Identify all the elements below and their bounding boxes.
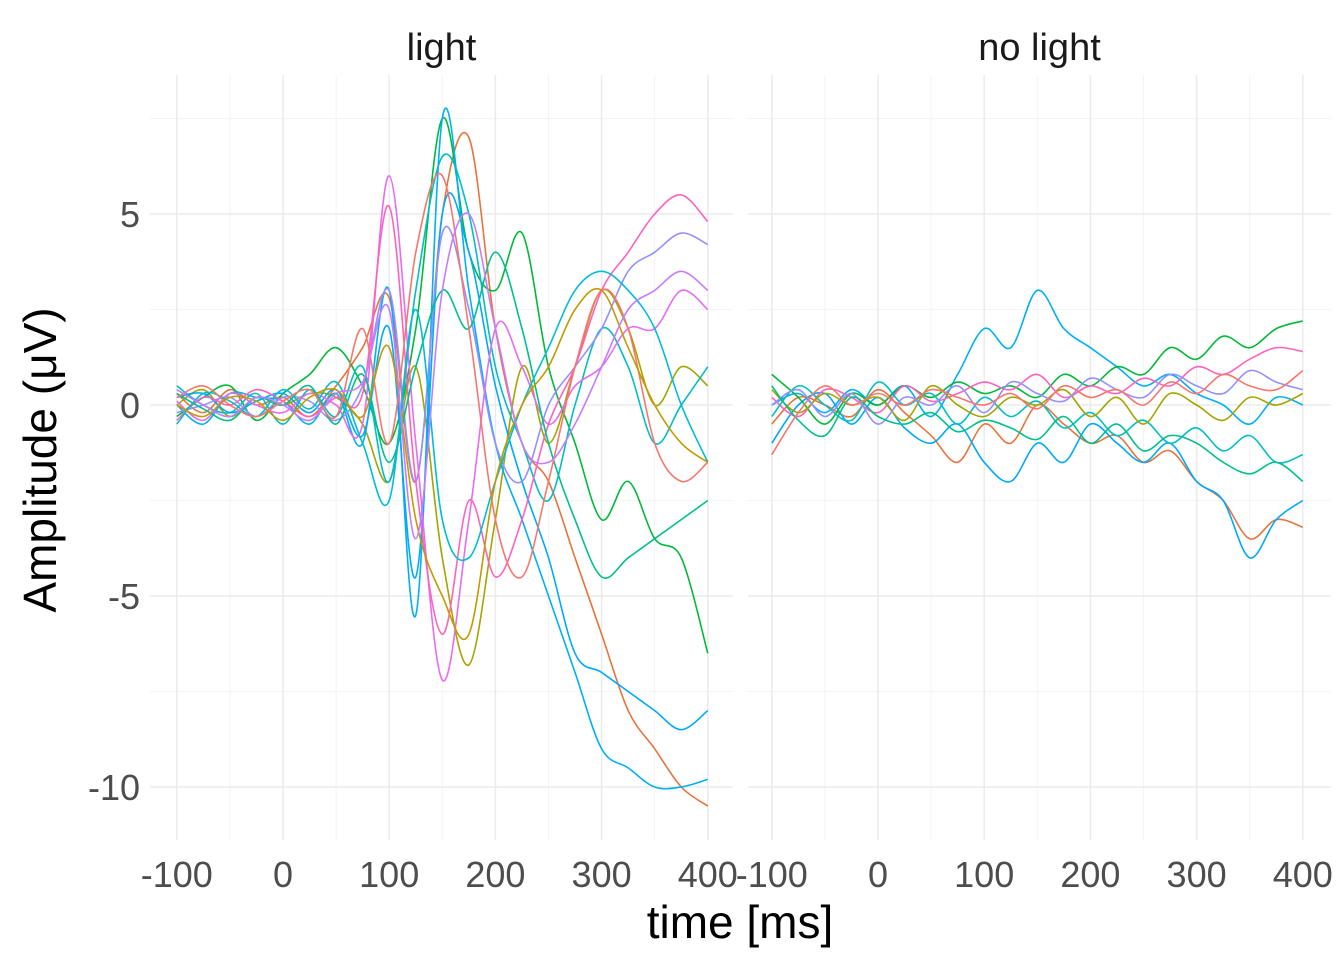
x-tick-label: 300	[572, 854, 632, 895]
series-line-1-7	[771, 369, 1304, 425]
series-line-0-11	[176, 172, 709, 579]
series-line-1-0	[771, 289, 1304, 425]
series-line-1-2	[771, 391, 1304, 559]
x-tick-label: 0	[273, 854, 293, 895]
series-line-1-9	[771, 369, 1304, 456]
series-line-0-10	[176, 270, 709, 562]
x-tick-label: 300	[1167, 854, 1227, 895]
series-line-1-8	[771, 385, 1304, 483]
x-tick-label: -100	[736, 854, 808, 895]
x-tick-label: 200	[1060, 854, 1120, 895]
facet-title: light	[407, 27, 477, 69]
series-line-1-5	[771, 381, 1304, 464]
x-axis-title: time [ms]	[647, 896, 834, 948]
x-tick-label: -100	[141, 854, 213, 895]
x-tick-label: 0	[868, 854, 888, 895]
y-tick-label: 0	[120, 385, 140, 426]
y-tick-label: 5	[120, 194, 140, 235]
x-tick-label: 400	[678, 854, 738, 895]
series-line-0-6	[176, 225, 709, 484]
facet-panel-1: no light -100 0 100 200 300 400	[736, 27, 1333, 895]
series-line-0-3	[176, 153, 709, 502]
x-tick-label: 200	[465, 854, 525, 895]
series-line-0-13	[176, 212, 709, 540]
series-line-1-3	[771, 320, 1304, 425]
y-axis-title: Amplitude (μV)	[14, 307, 66, 612]
x-tick-label: 400	[1273, 854, 1333, 895]
series-line-0-2	[176, 116, 709, 654]
y-tick-label: -10	[88, 767, 140, 808]
series-line-0-12	[176, 288, 709, 641]
facet-title: no light	[978, 27, 1101, 69]
x-tick-label: 100	[954, 854, 1014, 895]
x-tick-label: 100	[359, 854, 419, 895]
y-tick-label: -5	[108, 576, 140, 617]
facet-panel-0: light -100 0 100 200 300 400	[141, 27, 738, 895]
